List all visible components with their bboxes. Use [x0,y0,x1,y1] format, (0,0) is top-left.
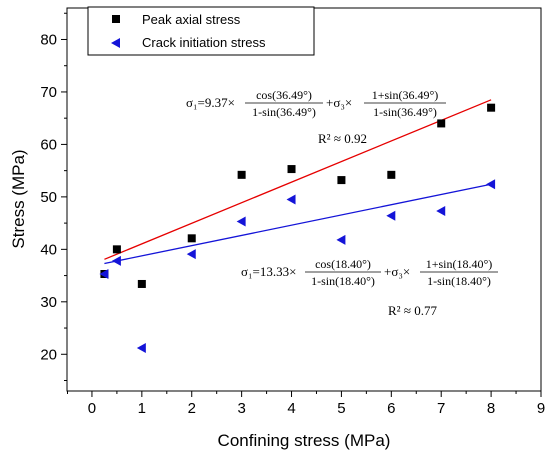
eq1-r2: R² ≈ 0.92 [318,131,367,146]
fit-equation-crack: σ₁=13.33× cos(18.40°) 1-sin(18.40°) +σ₃×… [241,257,498,318]
point-peak-8 [437,119,446,128]
y-axis-title: Stress (MPa) [9,149,28,248]
point-peak-4 [237,170,246,179]
eq2-r2: R² ≈ 0.77 [388,303,437,318]
eq2-frac1-den: 1-sin(18.40°) [311,274,375,288]
eq1-frac2-den: 1-sin(36.49°) [373,105,437,119]
x-tick-label-0: 0 [88,400,96,417]
point-peak-1 [112,245,121,254]
point-peak-6 [337,176,346,185]
legend: Peak axial stress Crack initiation stres… [87,6,315,56]
eq1-frac1-num: cos(36.49°) [256,88,312,102]
y-tick-label-6: 80 [40,31,57,48]
point-crack-4 [236,216,246,227]
eq1-frac1-den: 1-sin(36.49°) [252,105,316,119]
eq2-mid: +σ₃× [384,264,410,279]
point-crack-9 [486,179,496,190]
point-peak-7 [387,170,396,179]
point-crack-0 [99,269,109,280]
fit-line-0 [104,99,492,260]
point-peak-3 [187,234,196,243]
x-tick-label-4: 4 [287,400,295,417]
eq2-frac2-den: 1-sin(18.40°) [427,274,491,288]
fit-lines [104,99,492,265]
eq1-mid: +σ₃× [326,95,352,110]
data-points [99,103,496,353]
y-tick-label-0: 20 [40,346,57,363]
y-tick-label-2: 40 [40,241,57,258]
point-crack-6 [336,234,346,245]
x-tick-label-3: 3 [237,400,245,417]
legend-label-crack: Crack initiation stress [142,35,266,50]
x-tick-label-7: 7 [437,400,445,417]
point-crack-7 [386,210,396,221]
fit-line-1 [104,183,492,265]
eq1-lhs: σ₁=9.37× [186,95,235,110]
point-peak-2 [137,279,146,288]
y-tick-label-3: 50 [40,189,57,206]
eq1-frac2-num: 1+sin(36.49°) [372,88,439,102]
x-tick-label-8: 8 [487,400,495,417]
y-tick-label-1: 30 [40,294,57,311]
fit-equation-peak: σ₁=9.37× cos(36.49°) 1-sin(36.49°) +σ₃× … [186,88,446,146]
point-crack-3 [186,249,196,260]
y-tick-label-4: 60 [40,136,57,153]
x-tick-label-1: 1 [138,400,146,417]
legend-marker-peak [112,15,120,23]
eq2-frac2-num: 1+sin(18.40°) [426,257,493,271]
x-axis-title: Confining stress (MPa) [218,431,391,450]
point-crack-5 [286,194,296,205]
point-crack-1 [111,255,121,266]
x-tick-label-9: 9 [537,400,545,417]
legend-label-peak: Peak axial stress [142,12,241,27]
legend-marker-crack [111,38,120,48]
x-tick-label-2: 2 [188,400,196,417]
point-peak-5 [287,165,296,174]
eq2-frac1-num: cos(18.40°) [315,257,371,271]
eq2-lhs: σ₁=13.33× [241,264,296,279]
point-peak-9 [487,103,496,112]
y-tick-label-5: 70 [40,84,57,101]
x-tick-label-6: 6 [387,400,395,417]
plot-frame [66,7,542,392]
point-crack-8 [436,206,446,217]
legend-box [87,6,315,56]
axes: 0 1 2 3 4 5 6 7 8 9 20 30 40 50 60 70 80 [40,12,545,417]
point-crack-2 [136,342,146,353]
x-tick-label-5: 5 [337,400,345,417]
